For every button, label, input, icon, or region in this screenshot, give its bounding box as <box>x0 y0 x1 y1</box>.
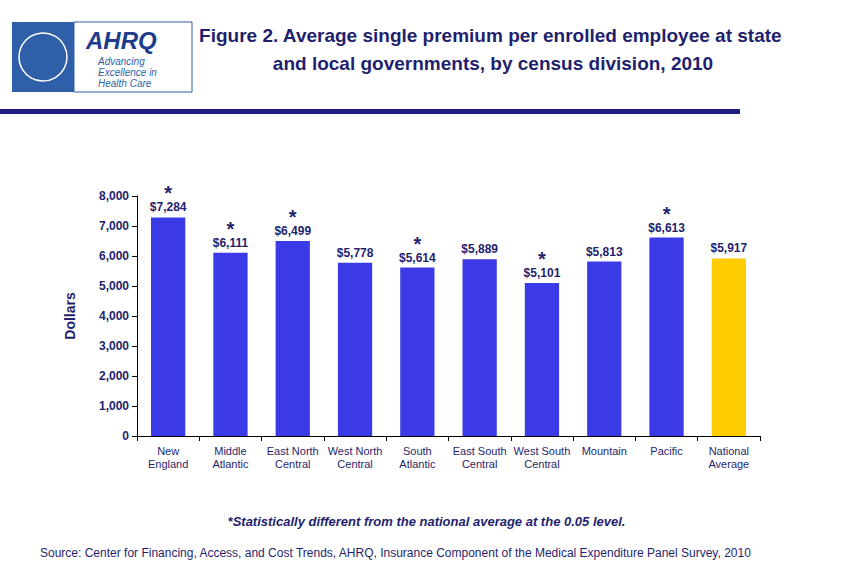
svg-text:Average: Average <box>708 458 749 470</box>
svg-text:$5,917: $5,917 <box>710 241 747 255</box>
svg-text:and local governments, by cens: and local governments, by census divisio… <box>273 53 713 74</box>
svg-text:National: National <box>709 445 749 457</box>
svg-text:Advancing: Advancing <box>97 56 147 67</box>
svg-text:Source: Center for Financing,: Source: Center for Financing, Access, an… <box>40 546 751 560</box>
svg-text:$5,889: $5,889 <box>461 242 498 256</box>
svg-text:Central: Central <box>337 458 372 470</box>
svg-text:$5,813: $5,813 <box>586 245 623 259</box>
svg-text:$6,111: $6,111 <box>213 236 249 250</box>
svg-text:Central: Central <box>462 458 497 470</box>
svg-text:$5,778: $5,778 <box>337 246 374 260</box>
svg-text:England: England <box>148 458 188 470</box>
svg-text:Middle: Middle <box>214 445 246 457</box>
svg-text:Health Care: Health Care <box>98 78 152 89</box>
svg-text:South: South <box>403 445 432 457</box>
svg-text:0: 0 <box>122 429 129 443</box>
svg-text:West South: West South <box>514 445 571 457</box>
svg-text:2,000: 2,000 <box>99 369 129 383</box>
svg-text:1,000: 1,000 <box>99 399 129 413</box>
svg-text:East South: East South <box>453 445 507 457</box>
svg-text:Dollars: Dollars <box>62 292 78 340</box>
svg-text:Atlantic: Atlantic <box>399 458 436 470</box>
svg-text:East North: East North <box>267 445 319 457</box>
svg-text:5,000: 5,000 <box>99 279 129 293</box>
svg-text:8,000: 8,000 <box>99 189 129 203</box>
svg-text:$5,614: $5,614 <box>399 251 436 265</box>
svg-text:$5,101: $5,101 <box>524 266 561 280</box>
svg-text:West North: West North <box>328 445 383 457</box>
svg-text:4,000: 4,000 <box>99 309 129 323</box>
svg-text:Figure 2. Average single premi: Figure 2. Average single premium per enr… <box>199 25 787 46</box>
svg-text:Pacific: Pacific <box>650 445 683 457</box>
svg-text:Central: Central <box>275 458 310 470</box>
svg-text:AHRQ: AHRQ <box>85 27 157 54</box>
svg-text:Central: Central <box>524 458 559 470</box>
svg-text:Excellence in: Excellence in <box>98 67 160 78</box>
svg-text:Atlantic: Atlantic <box>212 458 249 470</box>
svg-text:$6,613: $6,613 <box>648 221 685 235</box>
svg-text:3,000: 3,000 <box>99 339 129 353</box>
svg-text:*Statistically different from: *Statistically different from the nation… <box>228 514 626 529</box>
svg-text:New: New <box>157 445 179 457</box>
svg-text:6,000: 6,000 <box>99 249 129 263</box>
svg-text:7,000: 7,000 <box>99 219 129 233</box>
svg-text:Mountain: Mountain <box>582 445 627 457</box>
svg-text:$7,284: $7,284 <box>150 200 187 214</box>
svg-text:$6,499: $6,499 <box>274 224 311 238</box>
